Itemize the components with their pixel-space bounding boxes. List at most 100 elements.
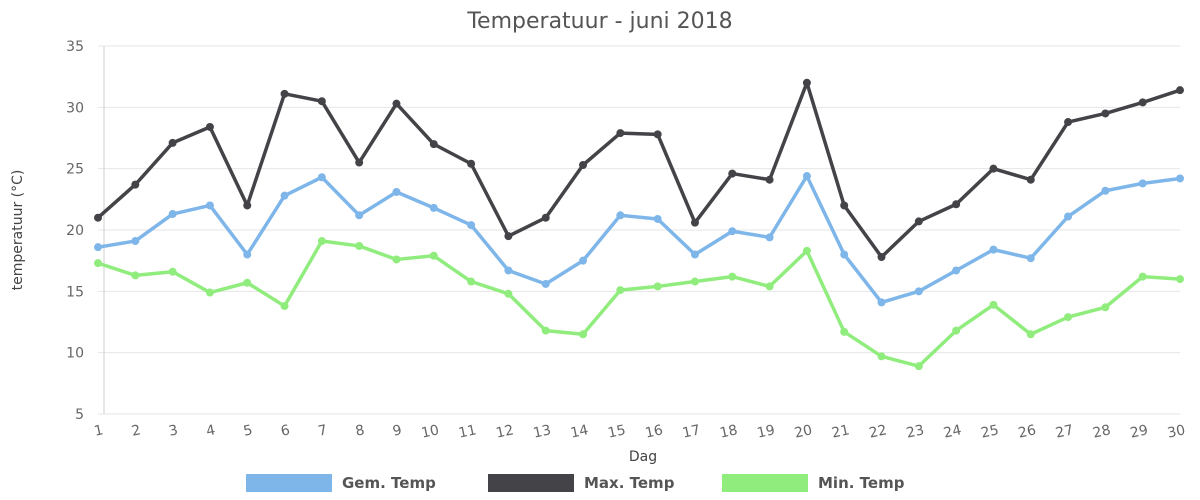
data-point[interactable] bbox=[504, 232, 513, 241]
data-point[interactable] bbox=[280, 89, 289, 98]
data-point[interactable] bbox=[653, 130, 662, 139]
data-point[interactable] bbox=[392, 99, 401, 108]
data-point[interactable] bbox=[690, 277, 699, 286]
data-point[interactable] bbox=[243, 278, 252, 287]
data-point[interactable] bbox=[317, 237, 326, 246]
data-point[interactable] bbox=[429, 203, 438, 212]
data-point[interactable] bbox=[467, 221, 476, 230]
data-point[interactable] bbox=[1101, 109, 1110, 118]
data-point[interactable] bbox=[840, 327, 849, 336]
data-point[interactable] bbox=[205, 201, 214, 210]
data-point[interactable] bbox=[616, 129, 625, 138]
y-tick-label: 5 bbox=[75, 407, 84, 423]
data-point[interactable] bbox=[392, 187, 401, 196]
data-point[interactable] bbox=[168, 210, 177, 219]
data-point[interactable] bbox=[1101, 303, 1110, 312]
data-point[interactable] bbox=[1101, 186, 1110, 195]
data-point[interactable] bbox=[765, 233, 774, 242]
data-point[interactable] bbox=[1176, 275, 1184, 284]
legend-swatch[interactable] bbox=[488, 474, 574, 492]
legend-label[interactable]: Min. Temp bbox=[818, 474, 905, 492]
legend-label[interactable]: Gem. Temp bbox=[342, 474, 436, 492]
data-point[interactable] bbox=[914, 217, 923, 226]
data-point[interactable] bbox=[765, 175, 774, 184]
data-point[interactable] bbox=[989, 300, 998, 309]
data-point[interactable] bbox=[243, 201, 252, 210]
data-point[interactable] bbox=[952, 200, 961, 209]
data-point[interactable] bbox=[131, 271, 140, 280]
data-point[interactable] bbox=[877, 298, 886, 307]
data-point[interactable] bbox=[1026, 330, 1035, 339]
data-point[interactable] bbox=[205, 122, 214, 131]
data-point[interactable] bbox=[392, 255, 401, 264]
data-point[interactable] bbox=[429, 140, 438, 149]
data-point[interactable] bbox=[94, 243, 102, 252]
data-point[interactable] bbox=[541, 279, 550, 288]
data-point[interactable] bbox=[989, 245, 998, 254]
data-point[interactable] bbox=[1176, 86, 1184, 95]
data-point[interactable] bbox=[1138, 272, 1147, 281]
data-point[interactable] bbox=[280, 191, 289, 200]
data-point[interactable] bbox=[728, 227, 737, 236]
data-point[interactable] bbox=[131, 180, 140, 189]
data-point[interactable] bbox=[317, 97, 326, 106]
x-tick-label: 28 bbox=[1091, 422, 1112, 441]
data-point[interactable] bbox=[579, 160, 588, 169]
data-point[interactable] bbox=[355, 241, 364, 250]
x-tick-label: 25 bbox=[980, 422, 1001, 441]
data-point[interactable] bbox=[355, 211, 364, 220]
data-point[interactable] bbox=[317, 173, 326, 182]
data-point[interactable] bbox=[877, 352, 886, 361]
legend-swatch[interactable] bbox=[722, 474, 808, 492]
data-point[interactable] bbox=[94, 259, 102, 268]
data-point[interactable] bbox=[802, 172, 811, 181]
data-point[interactable] bbox=[355, 158, 364, 167]
data-point[interactable] bbox=[1138, 179, 1147, 188]
data-point[interactable] bbox=[690, 250, 699, 259]
legend-label[interactable]: Max. Temp bbox=[584, 474, 675, 492]
data-point[interactable] bbox=[1026, 175, 1035, 184]
data-point[interactable] bbox=[541, 213, 550, 222]
data-point[interactable] bbox=[877, 252, 886, 261]
data-point[interactable] bbox=[1064, 313, 1073, 322]
data-point[interactable] bbox=[914, 362, 923, 371]
data-point[interactable] bbox=[728, 272, 737, 281]
data-point[interactable] bbox=[653, 282, 662, 291]
data-point[interactable] bbox=[429, 251, 438, 260]
data-point[interactable] bbox=[989, 164, 998, 173]
data-point[interactable] bbox=[94, 213, 102, 222]
legend-swatch[interactable] bbox=[246, 474, 332, 492]
data-point[interactable] bbox=[205, 288, 214, 297]
data-point[interactable] bbox=[504, 266, 513, 275]
data-point[interactable] bbox=[728, 169, 737, 178]
data-point[interactable] bbox=[765, 282, 774, 291]
data-point[interactable] bbox=[690, 218, 699, 227]
data-point[interactable] bbox=[616, 286, 625, 295]
data-point[interactable] bbox=[952, 266, 961, 275]
data-point[interactable] bbox=[1138, 98, 1147, 107]
data-point[interactable] bbox=[1026, 254, 1035, 263]
data-point[interactable] bbox=[541, 326, 550, 335]
data-point[interactable] bbox=[653, 214, 662, 223]
data-point[interactable] bbox=[802, 246, 811, 255]
data-point[interactable] bbox=[504, 289, 513, 298]
data-point[interactable] bbox=[168, 138, 177, 147]
data-point[interactable] bbox=[467, 277, 476, 286]
data-point[interactable] bbox=[280, 302, 289, 311]
data-point[interactable] bbox=[840, 250, 849, 259]
data-point[interactable] bbox=[914, 287, 923, 296]
series-2 bbox=[94, 78, 1184, 261]
data-point[interactable] bbox=[168, 267, 177, 276]
data-point[interactable] bbox=[952, 326, 961, 335]
data-point[interactable] bbox=[1064, 212, 1073, 221]
data-point[interactable] bbox=[131, 237, 140, 246]
data-point[interactable] bbox=[243, 250, 252, 259]
data-point[interactable] bbox=[579, 330, 588, 339]
data-point[interactable] bbox=[802, 78, 811, 87]
data-point[interactable] bbox=[467, 159, 476, 168]
data-point[interactable] bbox=[1064, 118, 1073, 127]
data-point[interactable] bbox=[1176, 174, 1184, 183]
data-point[interactable] bbox=[616, 211, 625, 220]
data-point[interactable] bbox=[579, 256, 588, 265]
data-point[interactable] bbox=[840, 201, 849, 210]
